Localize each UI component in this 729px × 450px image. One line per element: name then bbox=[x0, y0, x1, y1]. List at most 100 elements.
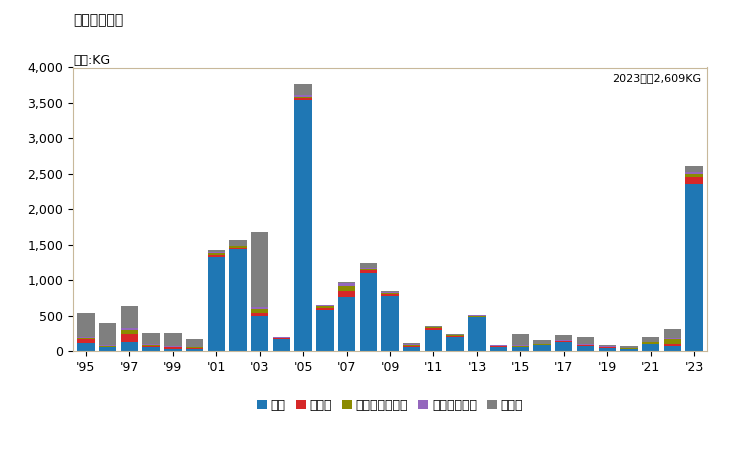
Bar bbox=[230, 240, 246, 246]
Bar bbox=[164, 333, 182, 346]
Bar bbox=[403, 346, 421, 347]
Bar bbox=[403, 343, 421, 344]
Bar bbox=[663, 346, 681, 351]
Bar bbox=[230, 248, 246, 249]
Bar bbox=[534, 344, 550, 345]
Bar bbox=[251, 307, 268, 309]
Bar bbox=[555, 341, 572, 342]
Bar bbox=[316, 308, 334, 310]
Bar bbox=[295, 97, 312, 99]
Bar bbox=[121, 342, 138, 351]
Bar bbox=[99, 346, 117, 347]
Bar bbox=[77, 313, 95, 337]
Bar bbox=[164, 347, 182, 349]
Bar bbox=[403, 345, 421, 346]
Bar bbox=[121, 330, 138, 334]
Bar bbox=[208, 257, 225, 351]
Bar bbox=[512, 334, 529, 346]
Bar bbox=[121, 334, 138, 342]
Bar bbox=[338, 297, 355, 351]
Bar bbox=[685, 174, 703, 177]
Bar bbox=[512, 347, 529, 351]
Bar bbox=[316, 310, 334, 351]
Bar bbox=[555, 342, 572, 351]
Bar bbox=[316, 305, 334, 306]
Bar bbox=[251, 315, 268, 351]
Bar bbox=[403, 344, 421, 345]
Bar bbox=[359, 273, 377, 351]
Bar bbox=[599, 345, 616, 346]
Bar bbox=[425, 330, 443, 351]
Bar bbox=[208, 255, 225, 257]
Text: 輸入量の推移: 輸入量の推移 bbox=[73, 14, 123, 27]
Bar bbox=[425, 326, 443, 327]
Bar bbox=[468, 317, 486, 351]
Bar bbox=[230, 249, 246, 351]
Bar bbox=[381, 294, 399, 297]
Bar bbox=[490, 346, 507, 347]
Bar bbox=[186, 348, 203, 349]
Bar bbox=[446, 334, 464, 335]
Bar bbox=[425, 327, 443, 328]
Bar bbox=[77, 343, 95, 351]
Bar bbox=[338, 286, 355, 292]
Bar bbox=[251, 232, 268, 307]
Bar bbox=[577, 337, 594, 344]
Bar bbox=[446, 336, 464, 337]
Bar bbox=[555, 340, 572, 341]
Bar bbox=[642, 343, 659, 344]
Bar bbox=[468, 316, 486, 317]
Bar bbox=[142, 345, 160, 346]
Bar bbox=[338, 292, 355, 297]
Bar bbox=[359, 263, 377, 268]
Bar bbox=[230, 246, 246, 247]
Bar bbox=[164, 349, 182, 351]
Bar bbox=[251, 313, 268, 315]
Bar bbox=[359, 270, 377, 273]
Bar bbox=[381, 292, 399, 293]
Bar bbox=[208, 253, 225, 255]
Bar bbox=[295, 99, 312, 100]
Text: 単位:KG: 単位:KG bbox=[73, 54, 110, 67]
Bar bbox=[208, 252, 225, 253]
Bar bbox=[468, 315, 486, 316]
Bar bbox=[338, 283, 355, 286]
Bar bbox=[599, 347, 616, 348]
Bar bbox=[642, 342, 659, 343]
Bar bbox=[295, 84, 312, 95]
Bar bbox=[381, 297, 399, 351]
Bar bbox=[663, 339, 681, 343]
Bar bbox=[599, 346, 616, 347]
Bar bbox=[208, 250, 225, 252]
Bar bbox=[642, 344, 659, 351]
Bar bbox=[99, 324, 117, 345]
Bar bbox=[534, 345, 550, 351]
Bar bbox=[251, 309, 268, 313]
Bar bbox=[685, 184, 703, 351]
Bar bbox=[577, 344, 594, 345]
Bar bbox=[316, 306, 334, 308]
Bar bbox=[338, 282, 355, 283]
Bar bbox=[512, 346, 529, 347]
Bar bbox=[381, 293, 399, 294]
Bar bbox=[142, 346, 160, 347]
Bar bbox=[685, 177, 703, 184]
Bar bbox=[685, 166, 703, 172]
Bar bbox=[490, 345, 507, 346]
Bar bbox=[186, 347, 203, 348]
Bar bbox=[186, 339, 203, 347]
Bar bbox=[663, 343, 681, 346]
Bar bbox=[99, 345, 117, 346]
Bar bbox=[642, 337, 659, 342]
Legend: 中国, インド, 仏領ポリネシア, インドネシア, その他: 中国, インド, 仏領ポリネシア, インドネシア, その他 bbox=[252, 394, 528, 417]
Bar bbox=[490, 347, 507, 351]
Bar bbox=[142, 347, 160, 351]
Bar bbox=[555, 335, 572, 340]
Bar bbox=[663, 338, 681, 339]
Bar bbox=[577, 346, 594, 351]
Bar bbox=[99, 347, 117, 351]
Text: 2023年：2,609KG: 2023年：2,609KG bbox=[612, 73, 701, 83]
Bar bbox=[620, 349, 638, 351]
Bar bbox=[121, 328, 138, 330]
Bar bbox=[77, 339, 95, 343]
